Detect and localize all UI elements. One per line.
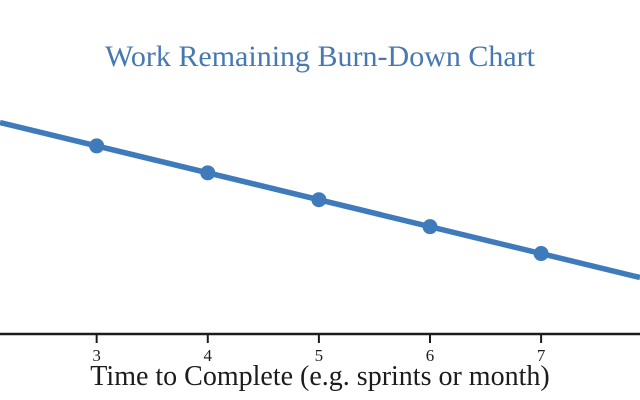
x-tick-label: 5 bbox=[315, 346, 324, 365]
data-point-marker bbox=[533, 246, 549, 262]
data-point-marker bbox=[422, 219, 438, 235]
x-axis-ticks bbox=[95, 334, 543, 343]
data-point-marker bbox=[89, 138, 105, 154]
x-tick-label: 6 bbox=[426, 346, 435, 365]
data-point-markers bbox=[89, 138, 549, 262]
x-axis-label: Time to Complete (e.g. sprints or month) bbox=[90, 361, 549, 392]
x-tick-label: 7 bbox=[537, 346, 546, 365]
x-tick-label: 4 bbox=[204, 346, 213, 365]
data-point-marker bbox=[200, 165, 216, 181]
x-tick-label: 3 bbox=[92, 346, 101, 365]
x-axis-tick-labels: 3 4 5 6 7 bbox=[92, 346, 545, 365]
chart-title: Work Remaining Burn-Down Chart bbox=[105, 40, 536, 73]
data-point-marker bbox=[311, 192, 327, 208]
